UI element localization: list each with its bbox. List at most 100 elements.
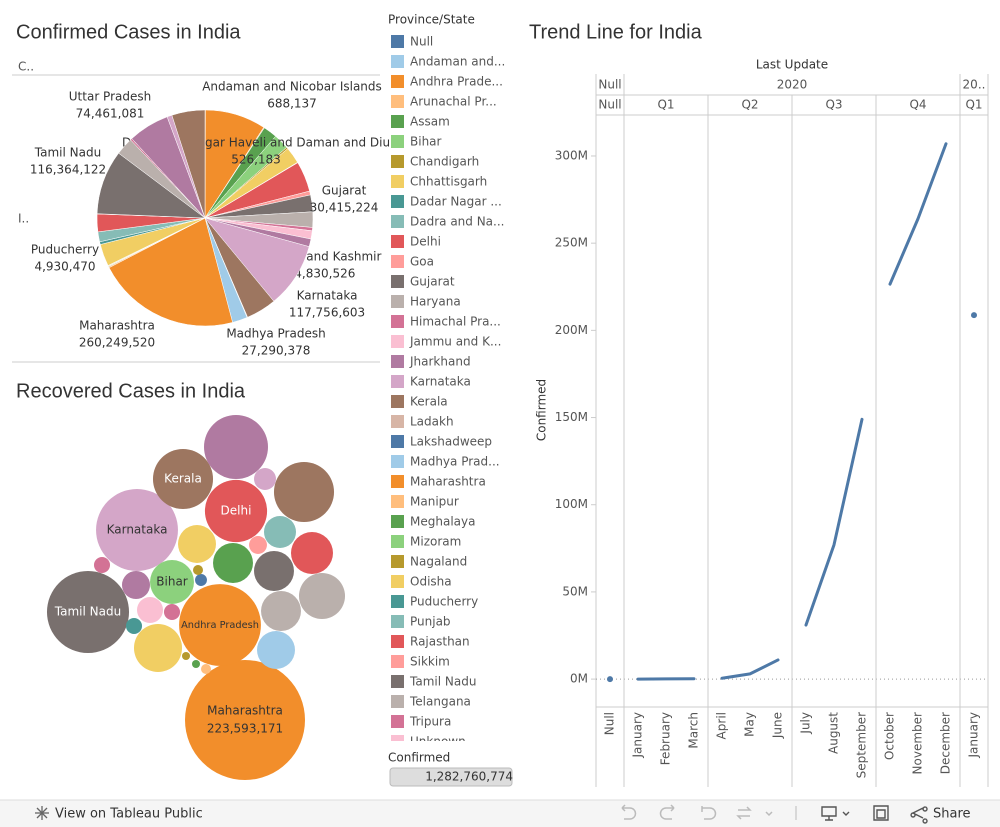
download-button[interactable] xyxy=(821,806,850,821)
bubble xyxy=(181,651,191,661)
legend-swatch xyxy=(391,175,404,188)
column-header: C.. xyxy=(18,60,34,74)
legend-label[interactable]: Tripura xyxy=(409,715,451,729)
legend-swatch xyxy=(391,415,404,428)
undo-button[interactable] xyxy=(621,804,637,820)
x-tick-label: Null xyxy=(603,712,617,735)
bubble xyxy=(254,551,294,591)
legend-label[interactable]: Mizoram xyxy=(410,535,461,549)
legend-swatch xyxy=(391,495,404,508)
legend-label[interactable]: Puducherry xyxy=(410,595,478,609)
legend-label[interactable]: Ladakh xyxy=(410,415,454,429)
legend-label[interactable]: Unknown xyxy=(410,735,466,749)
bubble xyxy=(191,659,201,669)
x-tick-label: January xyxy=(631,712,645,759)
y-tick-label: 50M xyxy=(562,584,588,598)
bubble xyxy=(298,572,346,620)
legend-label[interactable]: Goa xyxy=(410,255,434,269)
redo-button[interactable] xyxy=(659,804,675,820)
legend-label[interactable]: Chhattisgarh xyxy=(410,175,487,189)
chart-title: Recovered Cases in India xyxy=(16,380,246,402)
slice-value: 27,290,378 xyxy=(242,344,311,358)
year-label: 20.. xyxy=(963,78,986,92)
slice-label: Maharashtra xyxy=(79,319,155,333)
legend-label[interactable]: Telangana xyxy=(409,695,471,709)
bubble xyxy=(178,525,216,563)
legend-label[interactable]: Himachal Pra... xyxy=(410,315,501,329)
legend-label[interactable]: Gujarat xyxy=(410,275,455,289)
legend-label[interactable]: Madhya Prad... xyxy=(410,455,500,469)
legend-label[interactable]: Meghalaya xyxy=(410,515,475,529)
legend-label[interactable]: Tamil Nadu xyxy=(409,675,476,689)
legend-label[interactable]: Delhi xyxy=(410,235,441,249)
bubble-label: Delhi xyxy=(221,504,252,518)
legend-label[interactable]: Odisha xyxy=(410,575,452,589)
legend-swatch xyxy=(391,735,404,741)
legend-label[interactable]: Maharashtra xyxy=(410,475,486,489)
legend-label[interactable]: Punjab xyxy=(410,615,451,629)
slice-label: Andaman and Nicobar Islands xyxy=(202,80,382,94)
pie-slice xyxy=(108,217,233,327)
filter-range[interactable] xyxy=(389,767,513,787)
legend-label[interactable]: Andhra Prade... xyxy=(410,75,503,89)
slice-value: 688,137 xyxy=(267,97,317,111)
legend-swatch xyxy=(391,635,404,648)
slice-value: 116,364,122 xyxy=(30,163,106,177)
legend-swatch xyxy=(391,395,404,408)
legend-label[interactable]: Manipur xyxy=(410,495,459,509)
share-button[interactable]: Share xyxy=(933,807,971,822)
fullscreen-button[interactable] xyxy=(873,805,889,821)
x-tick-label: December xyxy=(939,712,953,774)
legend-label[interactable]: Dadar Nagar ... xyxy=(410,195,502,209)
legend-label[interactable]: Assam xyxy=(410,115,450,129)
legend-label[interactable]: Arunachal Pr... xyxy=(410,95,497,109)
toolbar-icons xyxy=(795,805,928,824)
slice-label: Karnataka xyxy=(297,289,358,303)
legend-swatch xyxy=(391,55,404,68)
legend-label[interactable]: Nagaland xyxy=(410,555,467,569)
x-tick-label: August xyxy=(827,712,841,754)
legend-swatch xyxy=(391,255,404,268)
bubble-value: 223,593,171 xyxy=(207,722,283,736)
legend-swatch xyxy=(391,275,404,288)
revert-button[interactable] xyxy=(701,806,717,820)
legend-label[interactable]: Bihar xyxy=(410,135,442,149)
bubble xyxy=(204,479,268,543)
slice-label: Madhya Pradesh xyxy=(226,327,325,341)
bubble xyxy=(152,448,214,510)
legend-label[interactable]: Kerala xyxy=(410,395,448,409)
toolbar-icons xyxy=(621,804,773,820)
slice-label: Gujarat xyxy=(322,184,367,198)
legend-label[interactable]: Karnataka xyxy=(410,375,471,389)
legend-label[interactable]: Andaman and... xyxy=(410,55,505,69)
y-tick-label: 200M xyxy=(555,323,588,337)
year-label: 2020 xyxy=(777,78,808,92)
x-axis-title: Last Update xyxy=(756,58,828,72)
legend-label[interactable]: Dadra and Na... xyxy=(410,215,504,229)
legend-label[interactable]: Null xyxy=(410,35,433,49)
slice-value: 4,930,470 xyxy=(34,260,95,274)
chart-title: Trend Line for India xyxy=(529,21,703,43)
legend-swatch xyxy=(391,215,404,228)
legend-swatch xyxy=(391,595,404,608)
legend-label[interactable]: Haryana xyxy=(410,295,461,309)
legend-label[interactable]: Jharkhand xyxy=(409,355,471,369)
legend-title: Province/State xyxy=(388,13,475,27)
refresh-button[interactable] xyxy=(736,806,773,820)
x-tick-label: July xyxy=(799,712,813,735)
legend-label[interactable]: Chandigarh xyxy=(410,155,479,169)
legend-swatch xyxy=(391,355,404,368)
bubble xyxy=(121,570,151,600)
legend-label[interactable]: Lakshadweep xyxy=(410,435,492,449)
legend-label[interactable]: Jammu and K... xyxy=(409,335,501,349)
legend-label[interactable]: Sikkim xyxy=(410,655,450,669)
legend-swatch xyxy=(391,295,404,308)
view-link[interactable]: View on Tableau Public xyxy=(55,807,203,822)
legend-swatch xyxy=(391,435,404,448)
legend-swatch xyxy=(391,555,404,568)
legend-label[interactable]: Rajasthan xyxy=(410,635,470,649)
slice-value: 526,183 xyxy=(231,153,281,167)
legend-swatch xyxy=(391,375,404,388)
x-tick-label: April xyxy=(715,712,729,739)
legend-swatch xyxy=(391,515,404,528)
